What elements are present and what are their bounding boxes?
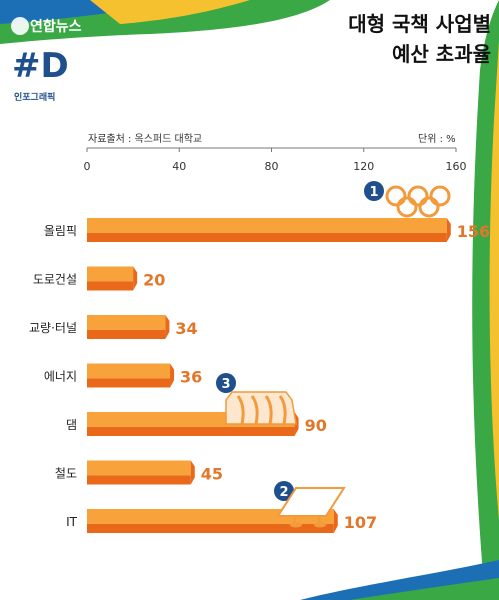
right-swoosh-yellow — [489, 40, 499, 520]
bar-bottom — [87, 281, 134, 291]
bar-top — [87, 218, 447, 233]
category-label: 에너지 — [44, 370, 77, 384]
source-note: 자료출처 : 옥스퍼드 대학교 — [88, 134, 203, 145]
value-label: 34 — [175, 319, 197, 338]
category-label: 도로건설 — [33, 273, 77, 287]
category-label: 올림픽 — [44, 224, 77, 238]
x-tick-label: 80 — [265, 160, 279, 173]
annotation-number: 3 — [221, 377, 230, 392]
bar-bottom — [87, 475, 191, 485]
x-tick-label: 0 — [84, 160, 91, 173]
annotation-marker — [274, 481, 294, 501]
logo-text: 연합뉴스 — [30, 19, 82, 35]
bar-end — [170, 363, 175, 388]
bar-bottom — [87, 523, 334, 533]
bar-end — [333, 509, 338, 533]
bar-bottom — [87, 329, 166, 339]
bar-top — [87, 266, 134, 282]
title-line-2: 예산 초과율 — [392, 42, 491, 66]
bar-end — [446, 218, 451, 242]
annotation-number: 1 — [369, 185, 378, 200]
value-label: 45 — [201, 465, 223, 484]
bar-end — [165, 315, 170, 339]
bar-top — [87, 315, 166, 330]
x-tick-label: 160 — [446, 160, 467, 173]
bottom-right-swoosh-green — [350, 578, 499, 600]
category-label: 철도 — [55, 467, 77, 481]
value-label: 90 — [305, 416, 327, 435]
top-left-swoosh-yellow — [90, 0, 250, 24]
x-tick-label: 120 — [353, 160, 374, 173]
bar-top — [87, 460, 191, 476]
annotation-number: 2 — [279, 485, 288, 500]
badge-hash: #D — [12, 46, 69, 86]
badge-sub: 인포그래픽 — [14, 93, 56, 103]
bar-top — [87, 509, 334, 524]
bar-bottom — [87, 232, 447, 242]
annotation-marker — [216, 373, 236, 393]
bar-top — [87, 363, 171, 379]
bar-end — [133, 266, 138, 291]
computer-monitor-icon — [276, 487, 346, 528]
title-line-1: 대형 국책 사업별 — [348, 12, 491, 36]
x-tick-label: 40 — [172, 160, 186, 173]
dam-icon — [225, 391, 297, 425]
value-label: 20 — [143, 271, 165, 290]
olympic-rings-icon — [385, 185, 451, 218]
infographic-badge: #D 인포그래픽 — [12, 46, 69, 103]
category-label: 댐 — [66, 418, 77, 432]
bar-bottom — [87, 378, 171, 388]
right-swoosh — [472, 0, 499, 600]
category-label: 교량·터널 — [29, 321, 77, 335]
annotation-marker — [364, 181, 384, 201]
unit-note: 단위 : % — [418, 134, 456, 145]
logo-mark — [11, 17, 29, 35]
value-label: 107 — [344, 513, 377, 532]
bar-end — [190, 460, 195, 485]
value-label: 36 — [180, 368, 202, 387]
value-label: 156 — [457, 222, 490, 241]
bar-bottom — [87, 426, 295, 436]
category-label: IT — [66, 515, 78, 529]
